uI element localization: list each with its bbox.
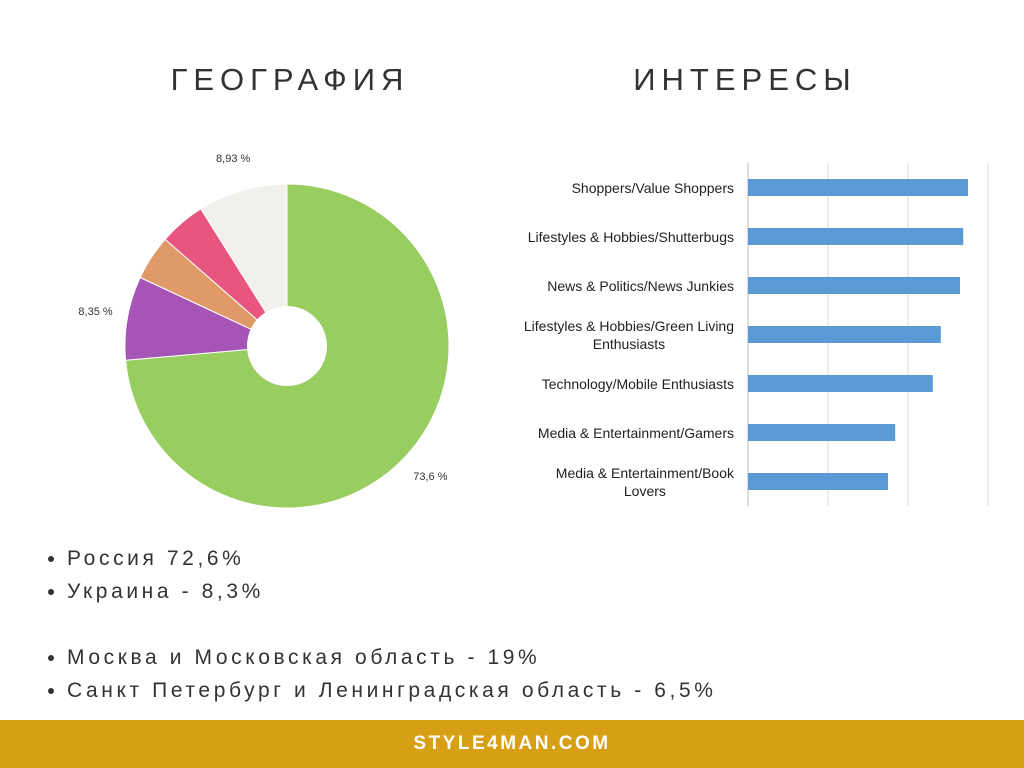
bullet-item: Москва и Московская область - 19% <box>67 641 717 674</box>
bullet-item: Санкт Петербург и Ленинградская область … <box>67 674 717 707</box>
category-label: Technology/Mobile Enthusiasts <box>541 375 734 392</box>
category-label: Media & Entertainment/Gamers <box>537 424 734 441</box>
bar <box>748 326 941 343</box>
bullet-list: Россия 72,6%Украина - 8,3% <box>48 542 264 608</box>
footer: STYLE4MAN.COM <box>0 720 1024 768</box>
bar <box>748 277 960 294</box>
bar <box>748 228 964 245</box>
pie-slice <box>124 276 289 361</box>
pie-label: 8,35 % <box>78 306 113 319</box>
bar <box>748 179 968 196</box>
bullet-item: Украина - 8,3% <box>67 575 264 608</box>
bullet-list: Москва и Московская область - 19%Санкт П… <box>48 641 717 707</box>
pie-title: ГЕОГРАФИЯ <box>170 62 410 97</box>
pie-label: 73,6 % <box>413 471 448 484</box>
category-label: Lifestyles & Hobbies/Green Living Enthus… <box>523 317 734 352</box>
bar <box>748 375 933 392</box>
pie-slice <box>200 183 288 348</box>
donut-hole <box>247 306 327 386</box>
category-label: Media & Entertainment/Book Lovers <box>555 464 734 499</box>
bar <box>748 473 888 490</box>
bar <box>748 424 896 441</box>
category-label: Shoppers/Value Shoppers <box>571 179 734 196</box>
category-label: News & Politics/News Junkies <box>547 277 734 294</box>
pie-label: 8,93 % <box>216 153 251 166</box>
bar-title: ИНТЕРЕСЫ <box>633 62 857 97</box>
bullet-item: Россия 72,6% <box>67 542 264 575</box>
category-label: Lifestyles & Hobbies/Shutterbugs <box>527 228 734 245</box>
